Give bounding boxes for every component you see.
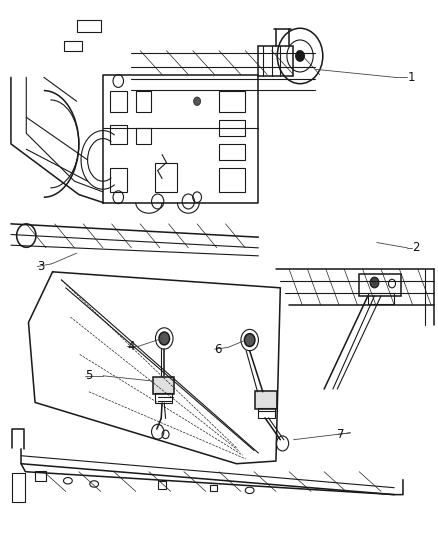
- Text: 1: 1: [407, 71, 415, 84]
- Bar: [153, 377, 174, 394]
- Bar: [35, 471, 46, 481]
- Bar: [219, 91, 245, 112]
- Text: 3: 3: [37, 260, 45, 273]
- Bar: [136, 91, 151, 112]
- Bar: [155, 393, 172, 403]
- Circle shape: [159, 332, 170, 345]
- Bar: [258, 408, 275, 418]
- Bar: [219, 120, 245, 136]
- Bar: [219, 144, 245, 160]
- Text: 6: 6: [215, 343, 222, 356]
- Bar: [110, 168, 127, 192]
- Bar: [77, 20, 101, 32]
- Bar: [110, 91, 127, 112]
- Circle shape: [194, 97, 201, 106]
- Text: 5: 5: [85, 369, 93, 382]
- Bar: [210, 485, 217, 491]
- Bar: [158, 481, 166, 489]
- Bar: [359, 274, 401, 296]
- Bar: [12, 473, 25, 502]
- Bar: [368, 293, 394, 304]
- Text: 4: 4: [127, 340, 134, 353]
- Bar: [136, 128, 151, 144]
- Text: 7: 7: [337, 428, 345, 441]
- Bar: [155, 163, 177, 192]
- Bar: [64, 41, 82, 51]
- Circle shape: [296, 51, 304, 61]
- Bar: [110, 125, 127, 144]
- Bar: [258, 46, 293, 76]
- Circle shape: [370, 277, 379, 288]
- Text: 2: 2: [412, 241, 419, 254]
- Circle shape: [244, 334, 255, 346]
- Bar: [219, 168, 245, 192]
- Bar: [255, 391, 277, 409]
